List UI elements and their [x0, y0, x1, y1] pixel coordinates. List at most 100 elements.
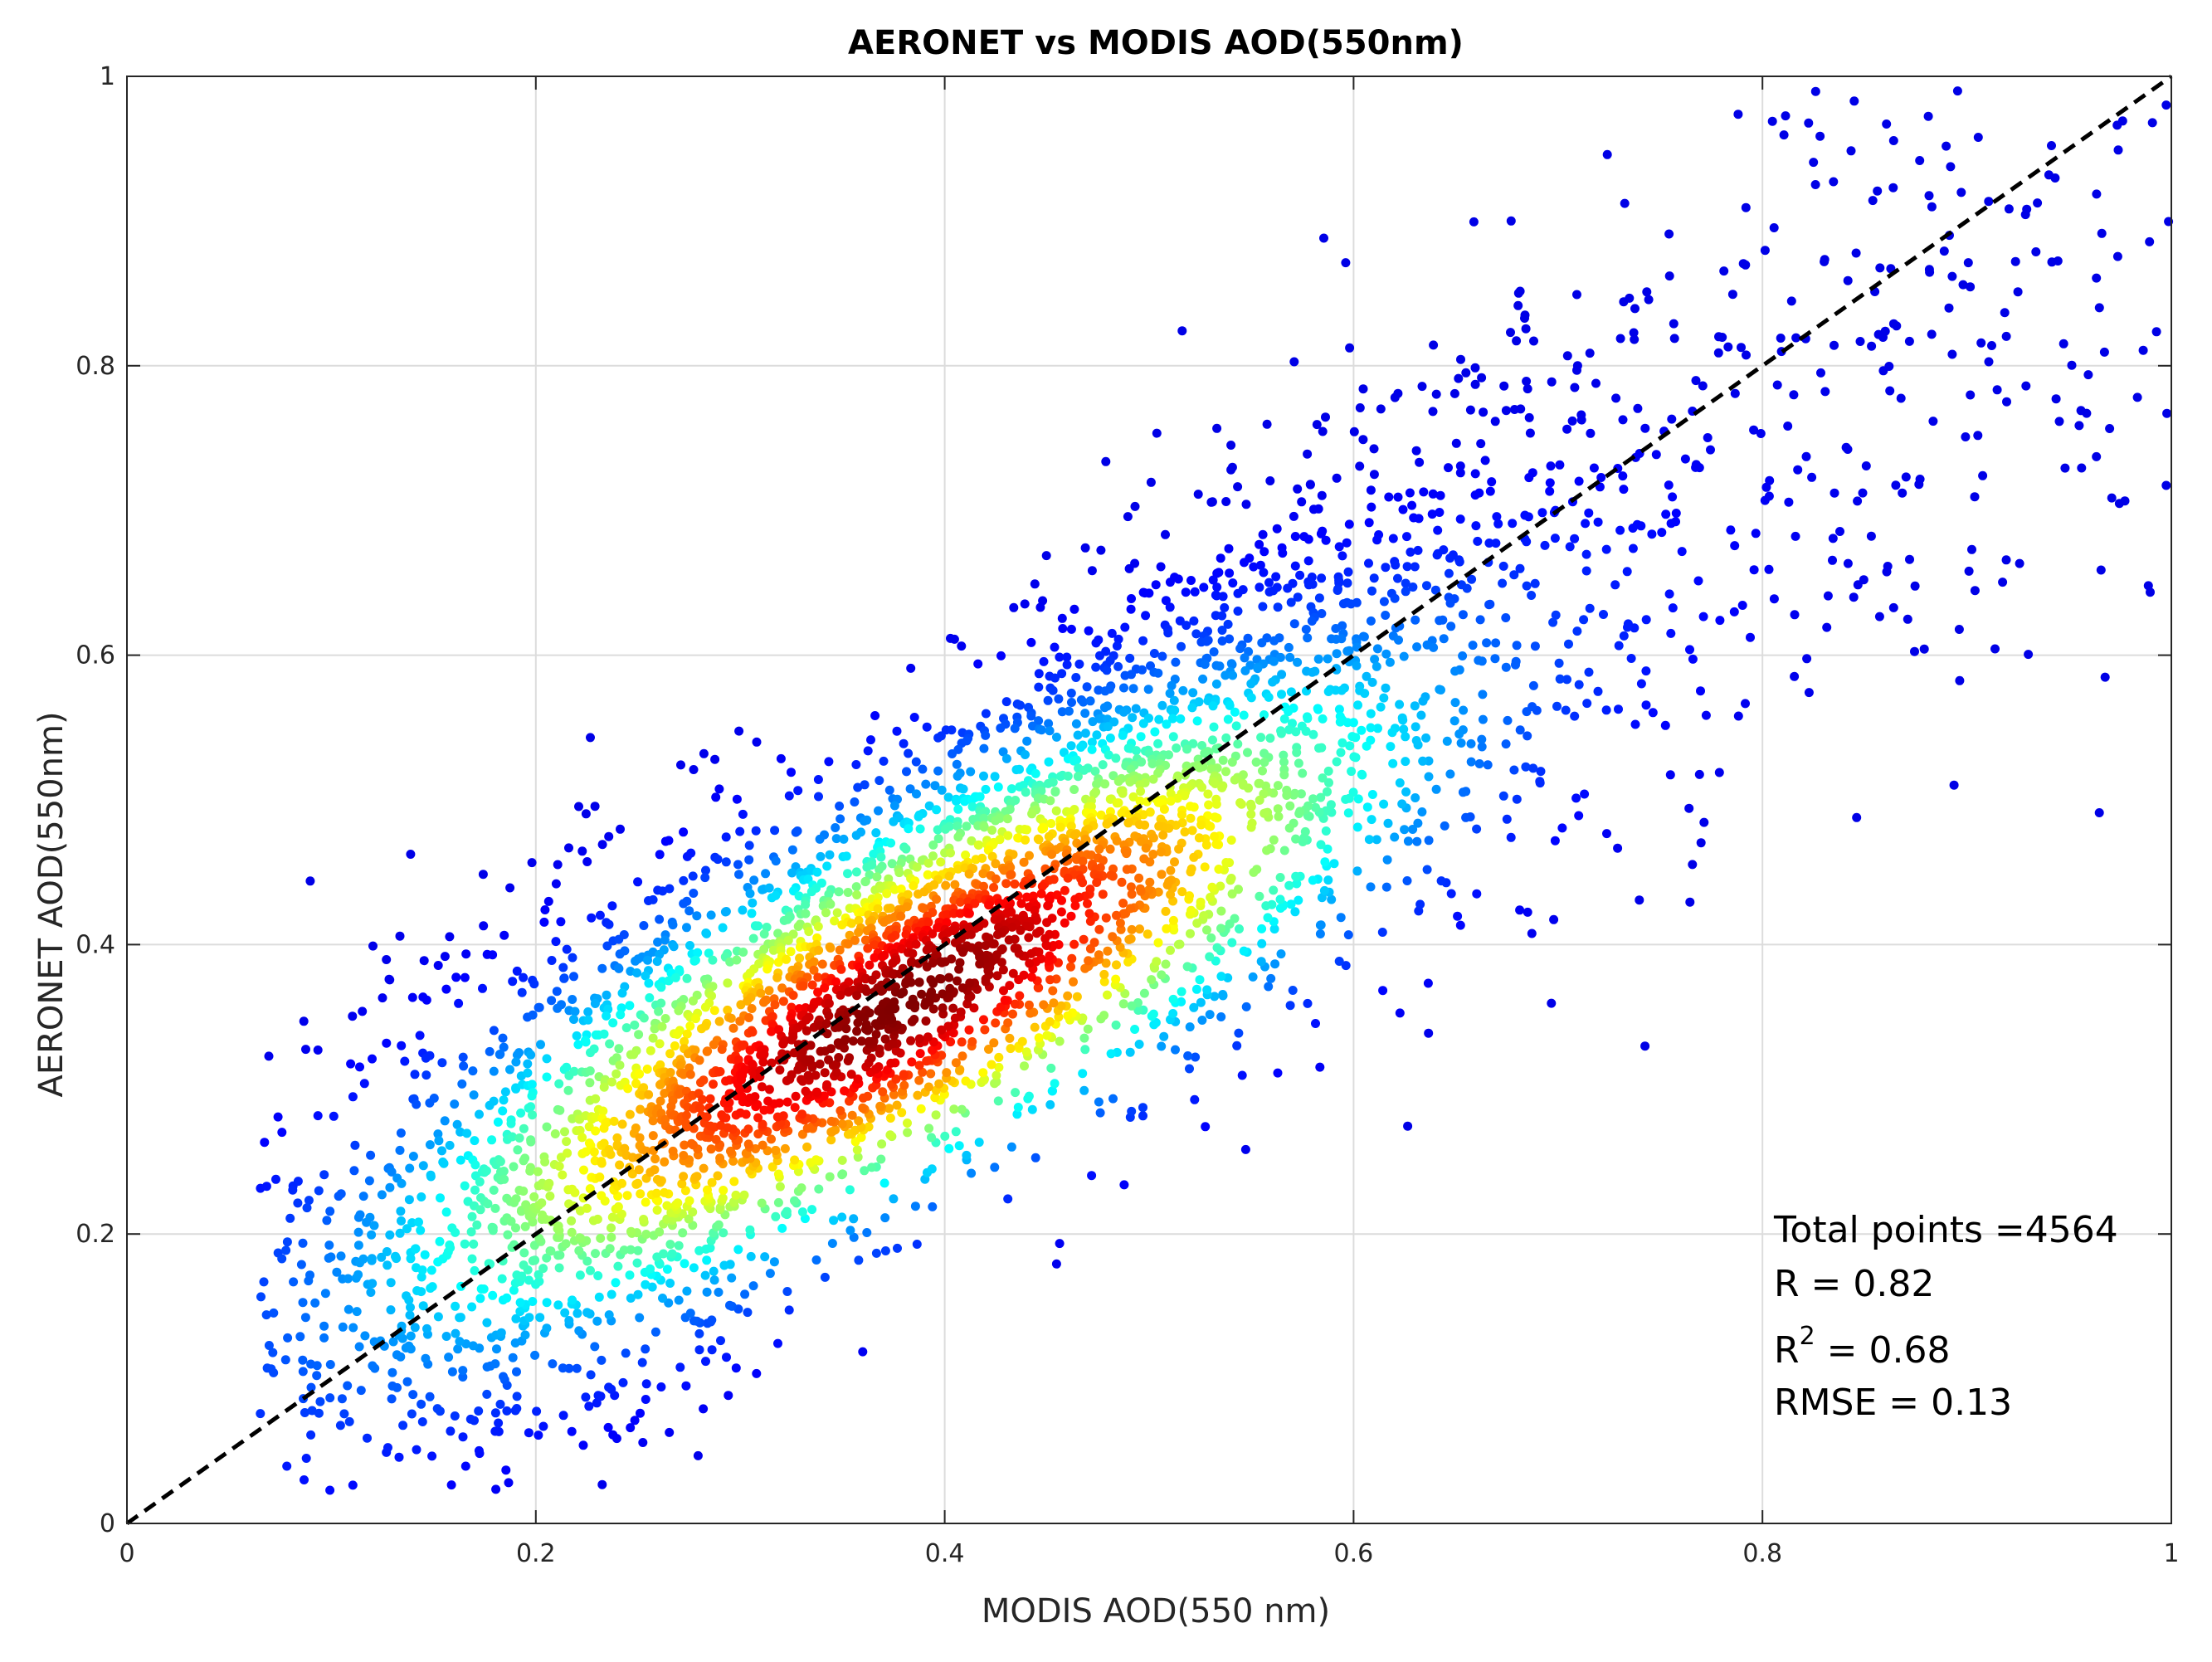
data-point: [795, 953, 805, 963]
data-point: [674, 1240, 684, 1250]
data-point: [791, 1091, 801, 1101]
data-point: [831, 823, 840, 832]
data-point: [1990, 644, 2000, 654]
data-point: [1545, 478, 1555, 488]
data-point: [1125, 777, 1135, 787]
data-point: [955, 1065, 965, 1075]
data-point: [1858, 488, 1868, 498]
data-point: [425, 1098, 435, 1108]
data-point: [840, 1086, 850, 1096]
data-point: [656, 982, 666, 992]
data-point: [1667, 414, 1677, 424]
data-point: [616, 824, 625, 834]
data-point: [660, 1187, 670, 1197]
data-point: [679, 827, 689, 837]
data-point: [1515, 905, 1525, 915]
data-point: [854, 928, 864, 937]
data-point: [607, 1289, 616, 1299]
data-point: [1462, 583, 1472, 593]
data-point: [1901, 472, 1911, 482]
data-point: [1615, 525, 1625, 535]
data-point: [1165, 578, 1175, 587]
data-point: [1218, 755, 1228, 765]
data-point: [935, 974, 944, 983]
data-point: [1095, 1108, 1105, 1118]
data-point: [1294, 758, 1303, 768]
data-point: [1100, 686, 1110, 696]
data-point: [1006, 1142, 1016, 1152]
data-point: [772, 1112, 782, 1122]
data-point: [873, 904, 883, 914]
data-point: [1226, 836, 1236, 845]
data-point: [1300, 826, 1310, 836]
data-point: [1157, 870, 1167, 880]
data-point: [862, 1228, 872, 1237]
data-point: [860, 780, 870, 790]
data-point: [836, 990, 845, 1000]
data-point: [1113, 661, 1123, 671]
data-point: [1846, 146, 1856, 156]
data-point: [2067, 360, 2077, 370]
data-point: [845, 1226, 855, 1236]
data-point: [1401, 732, 1411, 742]
data-point: [996, 724, 1006, 733]
data-point: [979, 881, 988, 891]
data-point: [824, 1055, 833, 1065]
data-point: [927, 987, 937, 997]
data-point: [685, 1021, 695, 1031]
data-point: [511, 1194, 521, 1204]
data-point: [631, 1123, 641, 1133]
data-point: [1073, 730, 1083, 740]
data-point: [1039, 1000, 1049, 1010]
data-point: [396, 1128, 406, 1138]
data-point: [1004, 935, 1014, 945]
data-point: [542, 1122, 552, 1132]
data-point: [512, 1270, 522, 1280]
data-point: [738, 905, 748, 915]
data-point: [462, 1128, 472, 1138]
data-point: [1666, 519, 1676, 529]
data-point: [1729, 607, 1739, 617]
data-point: [1080, 729, 1090, 738]
data-point: [1472, 824, 1482, 834]
data-point: [902, 767, 911, 777]
data-point: [701, 865, 710, 875]
data-point: [1079, 1085, 1089, 1095]
data-point: [458, 1366, 468, 1376]
data-point: [1360, 689, 1370, 699]
data-point: [633, 1245, 643, 1255]
data-point: [1285, 652, 1295, 662]
data-point: [1066, 821, 1076, 831]
data-point: [1698, 381, 1708, 391]
chart-title: AERONET vs MODIS AOD(550nm): [848, 24, 1464, 62]
data-point: [662, 1201, 672, 1211]
data-point: [470, 1136, 480, 1146]
data-point: [1216, 906, 1226, 916]
data-point: [1802, 654, 1812, 664]
data-point: [933, 733, 943, 743]
data-point: [299, 1016, 309, 1026]
data-point: [1066, 688, 1076, 698]
data-point: [1249, 562, 1259, 572]
data-point: [770, 826, 780, 836]
data-point: [694, 1055, 704, 1065]
data-point: [987, 851, 997, 861]
data-point: [751, 826, 761, 836]
data-point: [602, 1011, 611, 1021]
data-point: [805, 1055, 815, 1065]
data-point: [852, 890, 862, 899]
data-point: [1123, 957, 1133, 967]
data-point: [1402, 562, 1412, 572]
data-point: [989, 883, 999, 892]
data-point: [862, 987, 871, 997]
data-point: [1030, 768, 1040, 778]
data-point: [1217, 636, 1227, 646]
data-point: [1822, 622, 1832, 632]
data-point: [1196, 820, 1206, 830]
data-point: [831, 1125, 840, 1135]
data-point: [839, 834, 849, 844]
data-point: [1344, 519, 1354, 529]
data-point: [496, 1328, 506, 1338]
data-point: [591, 1126, 601, 1136]
data-point: [1269, 835, 1279, 845]
